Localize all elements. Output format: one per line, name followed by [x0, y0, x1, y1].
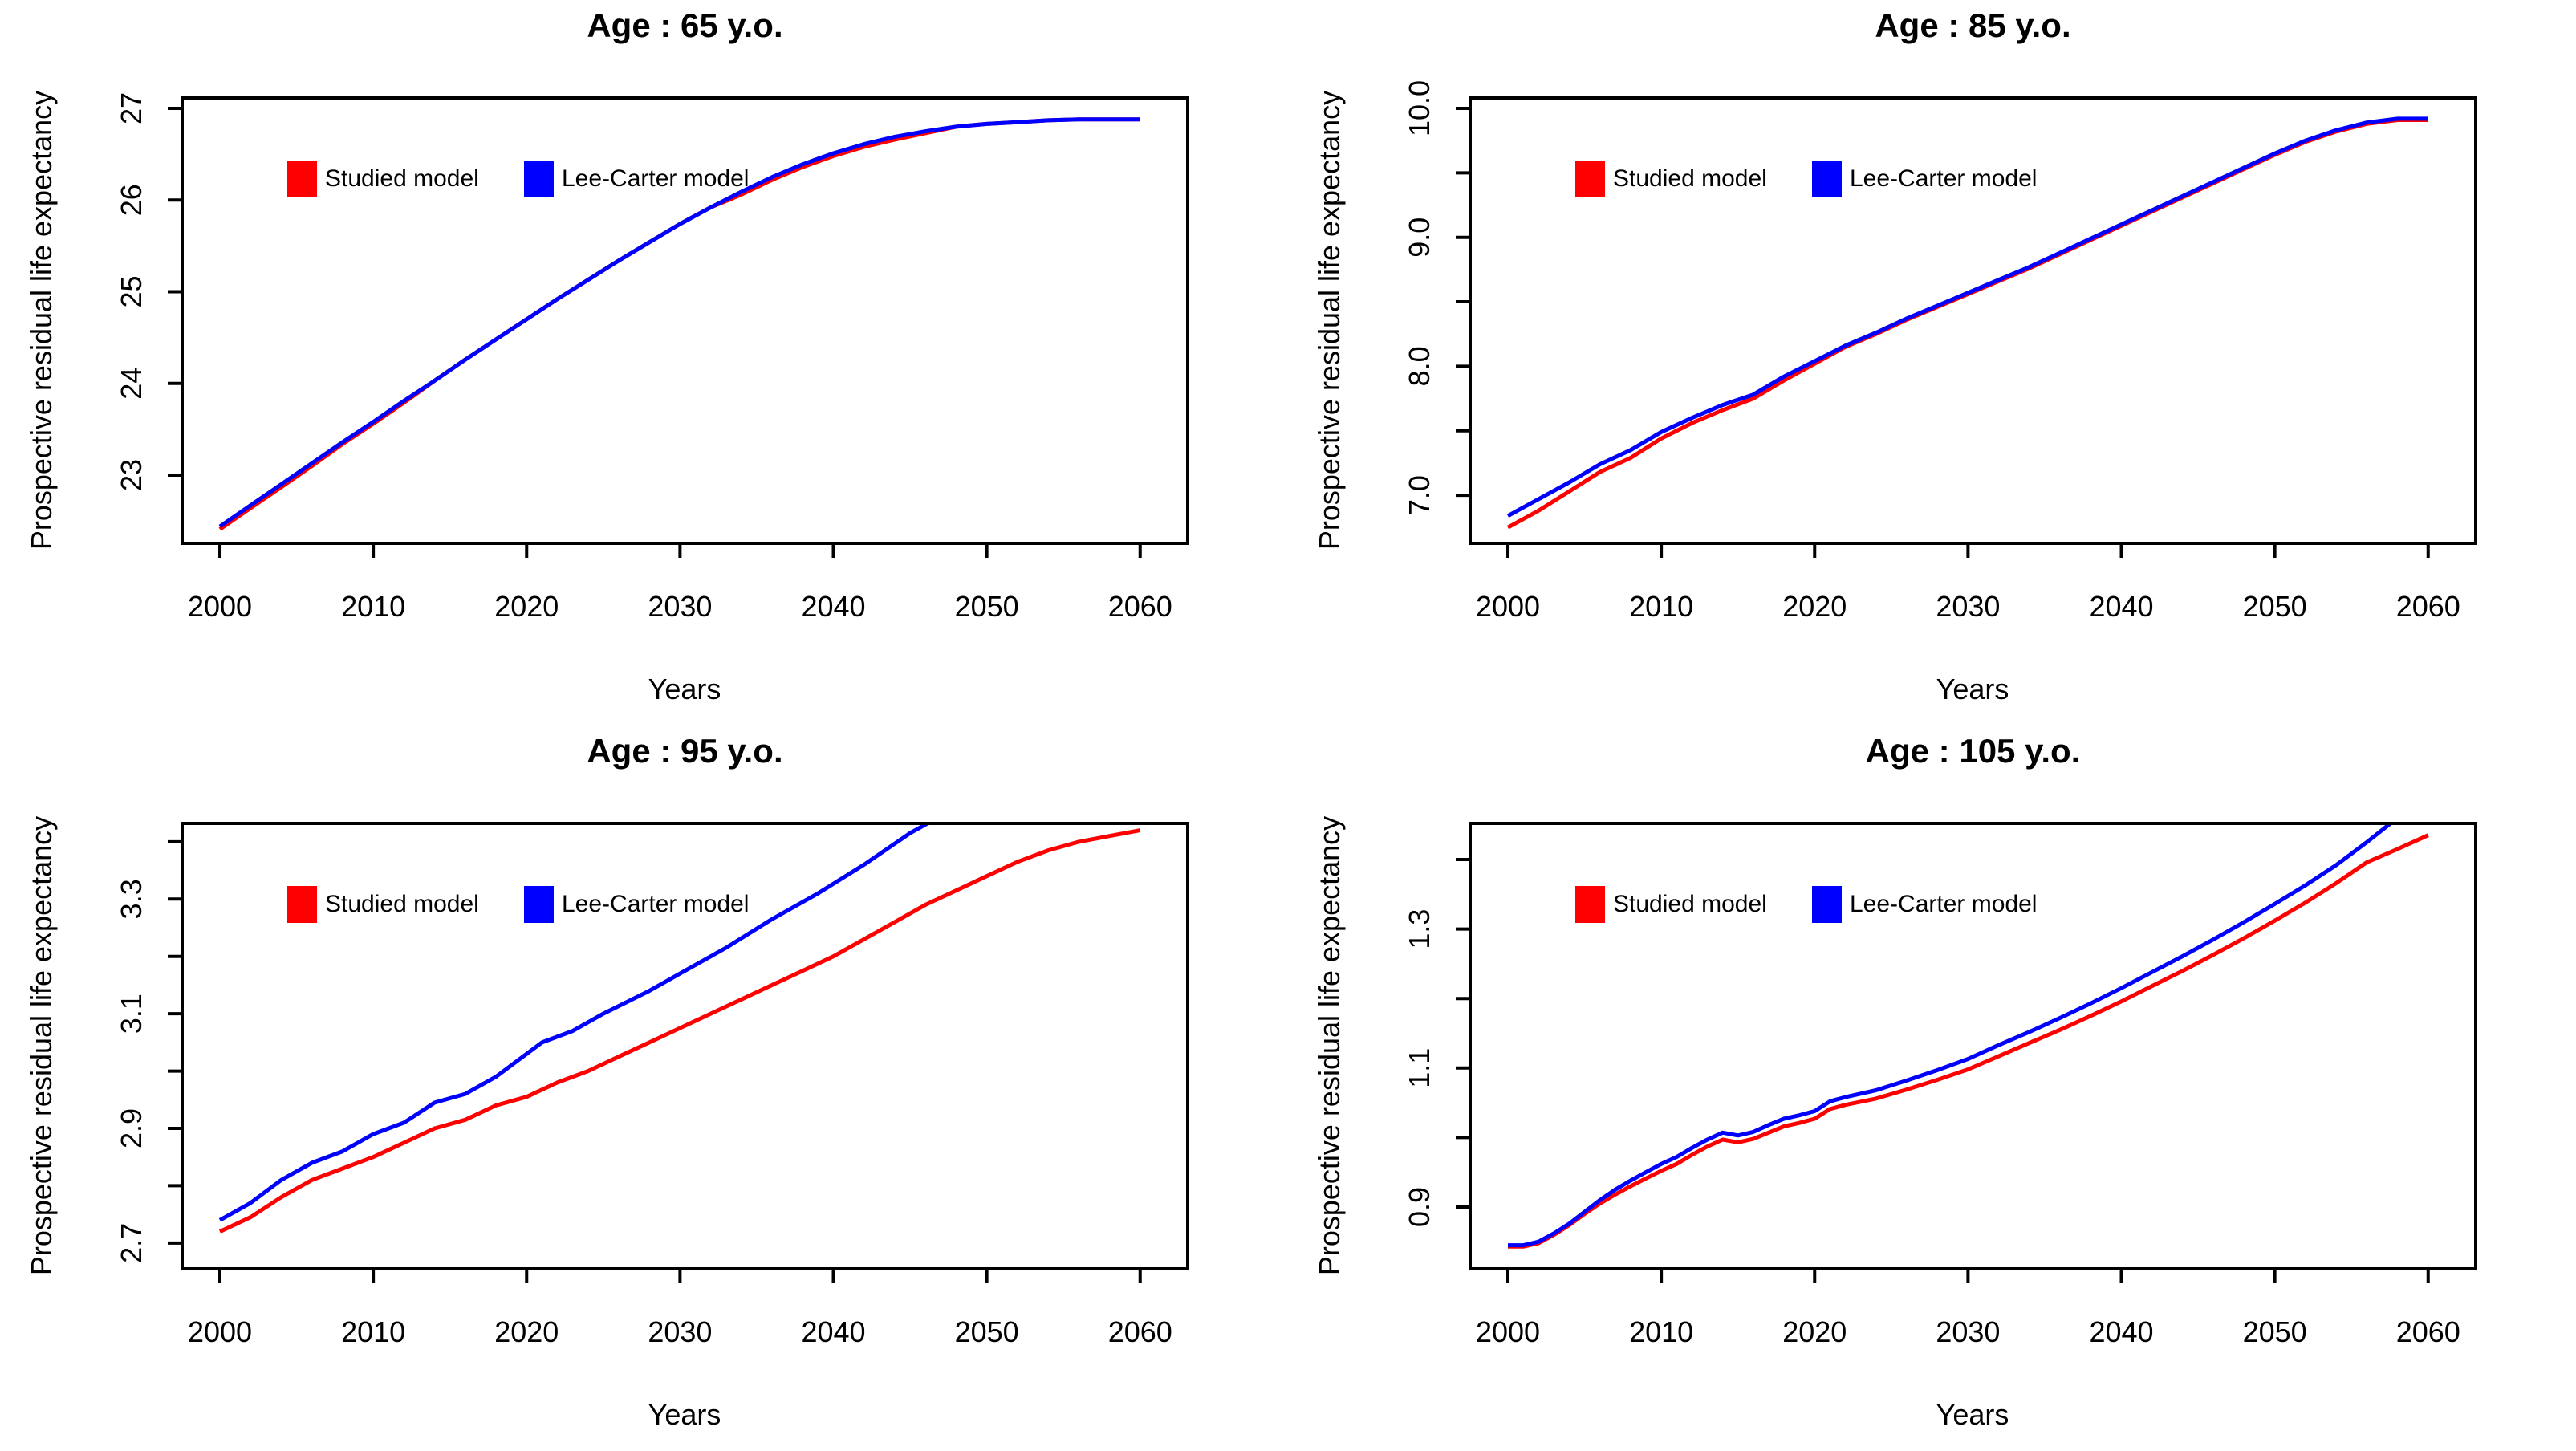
- legend-item-lee-carter: Lee-Carter model: [1812, 886, 2037, 923]
- x-tick-label: 2040: [2089, 590, 2153, 623]
- x-axis-label: Years: [648, 673, 721, 705]
- x-tick-label: 2060: [1108, 1315, 1172, 1348]
- y-tick-label: 27: [115, 92, 148, 124]
- y-tick-label: 2.7: [115, 1223, 148, 1263]
- panel-age-65: Age : 65 y.o. Prospective residual life …: [0, 0, 1288, 726]
- legend-swatch-lee-carter: [524, 161, 554, 197]
- y-tick-label: 2.9: [115, 1108, 148, 1148]
- series-line-lee-carter-model: [218, 823, 932, 1222]
- series-line-studied-model: [1508, 833, 2429, 1249]
- x-tick-label: 2020: [494, 1315, 559, 1348]
- legend-label-lee-carter: Lee-Carter model: [1850, 891, 2038, 917]
- plot-box: [181, 96, 1189, 545]
- x-tick-label: 2010: [1629, 1315, 1693, 1348]
- x-tick-label: 2020: [1782, 590, 1847, 623]
- x-tick-label: 2040: [801, 1315, 865, 1348]
- series-line-lee-carter-model: [1508, 823, 2394, 1248]
- y-tick-label: 1.1: [1403, 1048, 1436, 1088]
- x-tick-label: 2020: [1782, 1315, 1847, 1348]
- legend-swatch-lee-carter: [524, 886, 554, 923]
- x-axis-label: Years: [1936, 673, 2009, 705]
- x-tick-label: 2010: [1629, 590, 1693, 623]
- x-tick-label: 2000: [188, 1315, 252, 1348]
- legend-item-studied: Studied model: [287, 886, 479, 923]
- legend-label-lee-carter: Lee-Carter model: [1850, 165, 2038, 192]
- y-tick-label: 7.0: [1403, 475, 1436, 515]
- legend-label-studied: Studied model: [325, 165, 479, 192]
- series-line-lee-carter-model: [1506, 116, 2428, 518]
- x-tick-label: 2000: [1476, 1315, 1540, 1348]
- x-tick-label: 2050: [955, 590, 1019, 623]
- y-tick-label: 3.1: [115, 994, 148, 1034]
- series-line-studied-model: [218, 117, 1140, 531]
- legend-swatch-lee-carter: [1812, 886, 1842, 923]
- legend-item-studied: Studied model: [1575, 161, 1767, 197]
- series-line-studied-model: [1506, 118, 2428, 530]
- legend-label-studied: Studied model: [325, 891, 479, 917]
- legend-item-lee-carter: Lee-Carter model: [524, 886, 749, 923]
- panel-age-105: Age : 105 y.o. Prospective residual life…: [1288, 726, 2576, 1451]
- panel-age-95: Age : 95 y.o. Prospective residual life …: [0, 726, 1288, 1451]
- x-tick-label: 2000: [188, 590, 252, 623]
- series-line-studied-model: [218, 828, 1141, 1234]
- legend-label-studied: Studied model: [1613, 891, 1767, 917]
- y-tick-label: 24: [115, 368, 148, 400]
- y-tick-label: 25: [115, 275, 148, 307]
- x-tick-label: 2020: [494, 590, 559, 623]
- x-tick-label: 2060: [2396, 590, 2460, 623]
- x-tick-label: 2040: [801, 590, 865, 623]
- plot-box: [1469, 822, 2477, 1270]
- y-tick-label: 10.0: [1403, 80, 1436, 136]
- legend-label-studied: Studied model: [1613, 165, 1767, 192]
- x-tick-label: 2060: [2396, 1315, 2460, 1348]
- plot-canvas-age-85: 2000 2010 2020 2030 2040 2050 2060 7.0 8.0 9.0 10.…: [1403, 80, 2477, 623]
- panel-title: Age : 105 y.o.: [1865, 732, 2081, 770]
- panel-age-85: Age : 85 y.o. Prospective residual life …: [1288, 0, 2576, 726]
- legend-label-lee-carter: Lee-Carter model: [562, 165, 750, 192]
- x-tick-label: 2050: [2243, 1315, 2307, 1348]
- legend-item-studied: Studied model: [1575, 886, 1767, 923]
- legend-swatch-studied: [1575, 886, 1605, 923]
- x-tick-label: 2030: [648, 590, 712, 623]
- legend-swatch-studied: [287, 886, 317, 923]
- panel-title: Age : 95 y.o.: [587, 732, 783, 770]
- x-axis-label: Years: [648, 1398, 721, 1431]
- legend-item-lee-carter: Lee-Carter model: [524, 161, 749, 197]
- y-tick-label: 23: [115, 459, 148, 491]
- y-tick-label: 1.3: [1403, 909, 1436, 949]
- plot-box: [181, 822, 1189, 1270]
- legend-label-lee-carter: Lee-Carter model: [562, 891, 750, 917]
- y-tick-label: 0.9: [1403, 1187, 1436, 1227]
- x-tick-label: 2040: [2089, 1315, 2153, 1348]
- plot-box: [1469, 96, 2477, 545]
- x-tick-label: 2050: [955, 1315, 1019, 1348]
- legend-item-studied: Studied model: [287, 161, 479, 197]
- panel-title: Age : 85 y.o.: [1875, 6, 2071, 44]
- y-tick-label: 3.3: [115, 879, 148, 919]
- x-tick-label: 2030: [1936, 590, 2000, 623]
- legend-swatch-studied: [1575, 161, 1605, 197]
- plot-canvas-age-65: 2000 2010 2020 2030 2040 2050 2060 23 24 25 26 27: [115, 92, 1189, 623]
- x-tick-label: 2010: [341, 590, 405, 623]
- panel-title: Age : 65 y.o.: [587, 6, 783, 44]
- plot-canvas-age-95: 2000 2010 2020 2030 2040 2050 2060 2.7 2.9 3.1 3.3: [115, 822, 1189, 1348]
- x-tick-label: 2000: [1476, 590, 1540, 623]
- x-tick-label: 2010: [341, 1315, 405, 1348]
- series-line-lee-carter-model: [218, 117, 1140, 529]
- x-tick-label: 2030: [1936, 1315, 2000, 1348]
- x-tick-label: 2030: [648, 1315, 712, 1348]
- y-tick-label: 9.0: [1403, 217, 1436, 258]
- y-tick-label: 8.0: [1403, 346, 1436, 386]
- legend-swatch-studied: [287, 161, 317, 197]
- legend-item-lee-carter: Lee-Carter model: [1812, 161, 2037, 197]
- x-axis-label: Years: [1936, 1398, 2009, 1431]
- plot-canvas-age-105: 2000 2010 2020 2030 2040 2050 2060 0.9 1.1 1.3: [1403, 822, 2477, 1348]
- y-tick-label: 26: [115, 184, 148, 216]
- x-tick-label: 2060: [1108, 590, 1172, 623]
- x-tick-label: 2050: [2243, 590, 2307, 623]
- legend-swatch-lee-carter: [1812, 161, 1842, 197]
